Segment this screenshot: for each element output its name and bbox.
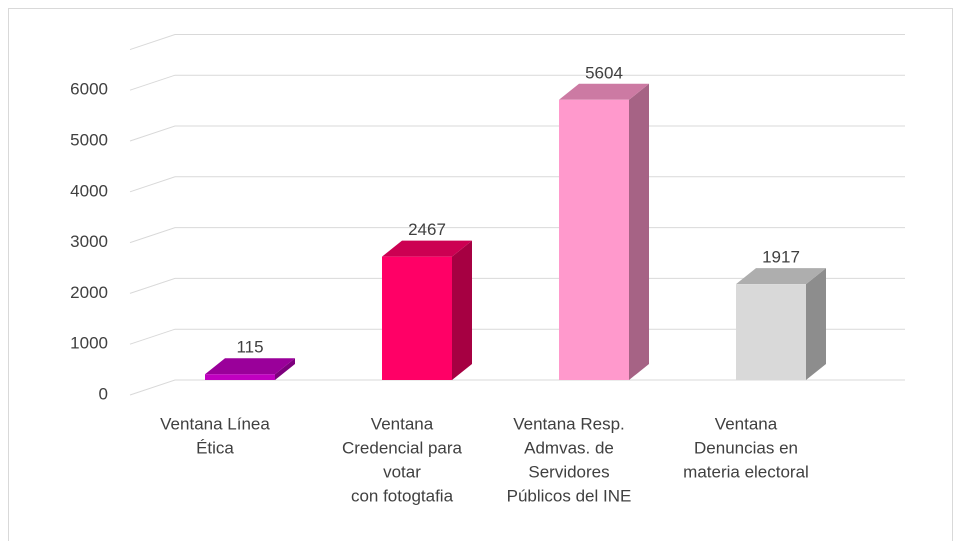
grid-line [129, 328, 905, 345]
chart-border [8, 8, 953, 541]
grid-line [129, 227, 905, 244]
x-tick-label: Ventana Resp. [513, 414, 625, 433]
bar-top [382, 240, 472, 257]
bar-side [806, 268, 826, 380]
grid-line [129, 379, 905, 396]
x-tick-label: Públicos del INE [507, 486, 632, 505]
value-label: 1917 [762, 248, 800, 267]
bar-top [559, 83, 649, 100]
bar-top [205, 358, 295, 375]
bar-side [452, 240, 472, 380]
bar-top [736, 268, 826, 285]
grid-line [129, 125, 905, 142]
x-tick-label: Ética [196, 438, 234, 457]
y-tick-label: 3000 [70, 232, 108, 251]
grid-top [129, 34, 905, 51]
y-tick-label: 4000 [70, 181, 108, 200]
bar [205, 374, 275, 380]
bar [559, 99, 629, 381]
value-label: 5604 [585, 63, 623, 82]
x-tick-label: Credencial para [342, 438, 463, 457]
grid-line [129, 277, 905, 294]
value-label: 115 [236, 338, 263, 357]
bar-side [275, 358, 295, 380]
y-tick-label: 6000 [70, 80, 108, 99]
grid-line [129, 176, 905, 193]
x-tick-label: materia electoral [683, 462, 809, 481]
bar [382, 256, 452, 380]
value-label: 2467 [408, 220, 446, 239]
y-tick-label: 0 [99, 384, 108, 403]
y-tick-label: 1000 [70, 334, 108, 353]
x-tick-label: Denuncias en [694, 438, 798, 457]
y-tick-label: 2000 [70, 283, 108, 302]
x-tick-label: votar [383, 462, 421, 481]
grid-line [129, 74, 905, 91]
y-tick-label: 5000 [70, 130, 108, 149]
bar [736, 284, 806, 380]
x-tick-label: Ventana [715, 414, 778, 433]
x-tick-label: Ventana Línea [160, 414, 270, 433]
x-tick-label: Servidores [528, 462, 609, 481]
x-tick-label: con fotogtafia [351, 486, 454, 505]
x-tick-label: Admvas. de [524, 438, 614, 457]
bar-side [629, 83, 649, 381]
x-tick-label: Ventana [371, 414, 434, 433]
